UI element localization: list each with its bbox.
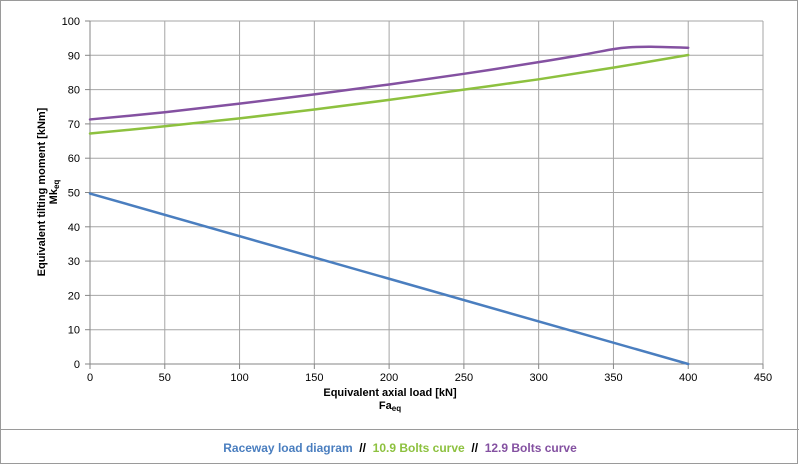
y-tick-label: 60 (68, 153, 80, 165)
grid-lines (90, 20, 764, 364)
legend-item-10-9-bolts: 10.9 Bolts curve (372, 440, 465, 455)
x-tick-label: 400 (679, 372, 697, 384)
x-tick-labels: 0 50 100 150 200 250 300 350 400 450 (87, 372, 772, 384)
series-lines (88, 45, 690, 366)
series-line-3 (88, 45, 690, 121)
x-tick-label: 300 (529, 372, 547, 384)
y-tick-label: 0 (74, 359, 80, 371)
x-axis-symbol: Fa (379, 400, 393, 412)
legend-item-12-9-bolts: 12.9 Bolts curve (484, 440, 577, 455)
chart-plot: 0 50 100 150 200 250 300 350 400 450 0 10 20 30 40 50 6… (36, 16, 772, 413)
series-line-1 (88, 192, 690, 366)
y-tick-label: 40 (68, 222, 80, 234)
series-line-2 (88, 53, 690, 135)
x-tick-label: 250 (455, 372, 473, 384)
y-tick-label: 10 (68, 325, 80, 337)
x-axis-symbol-label: Faeq (379, 400, 401, 413)
y-axis-symbol-subscript: eq (52, 180, 61, 189)
legend-separator: // (464, 440, 485, 455)
y-axis-label: Equivalent tilting moment [kNm] (36, 107, 48, 276)
x-axis-symbol-subscript: eq (392, 404, 401, 413)
axes (85, 20, 764, 369)
y-axis-symbol-label: Mkeq (48, 180, 61, 205)
x-tick-label: 150 (305, 372, 323, 384)
legend-item-raceway: Raceway load diagram (223, 440, 353, 455)
x-tick-label: 200 (380, 372, 398, 384)
y-tick-label: 30 (68, 256, 80, 268)
x-tick-label: 100 (230, 372, 248, 384)
x-tick-label: 0 (87, 372, 93, 384)
x-axis-label: Equivalent axial load [kN] (323, 387, 457, 399)
legend-caption: Raceway load diagram // 10.9 Bolts curve… (1, 429, 799, 465)
x-tick-label: 50 (159, 372, 171, 384)
y-tick-label: 100 (62, 16, 80, 28)
x-tick-label: 450 (754, 372, 772, 384)
y-tick-label: 50 (68, 188, 80, 200)
legend-separator: // (352, 440, 373, 455)
y-axis-symbol: Mk (48, 188, 60, 204)
y-tick-label: 20 (68, 290, 80, 302)
y-tick-label: 90 (68, 50, 80, 62)
y-tick-labels: 0 10 20 30 40 50 60 70 80 90 100 (62, 16, 80, 371)
y-tick-label: 70 (68, 119, 80, 131)
y-tick-label: 80 (68, 85, 80, 97)
x-tick-label: 350 (604, 372, 622, 384)
